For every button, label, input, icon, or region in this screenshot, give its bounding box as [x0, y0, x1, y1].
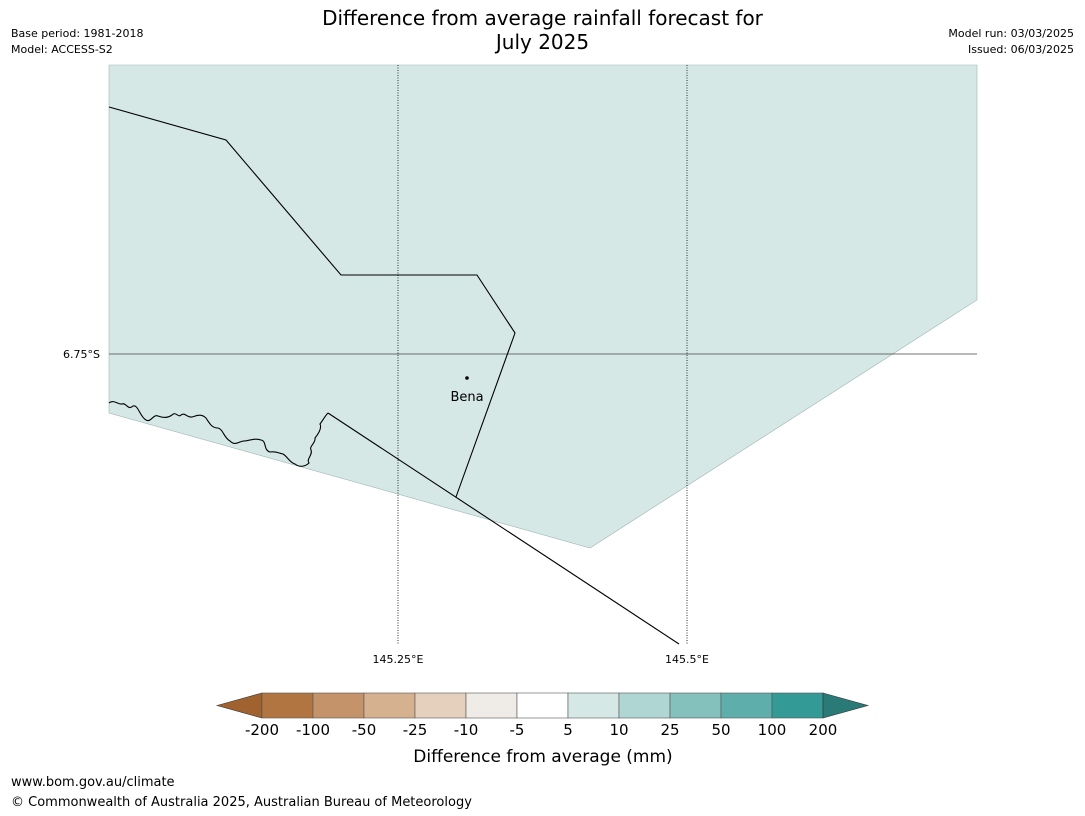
- colorbar-tick-label: -200: [245, 721, 279, 739]
- colorbar-segment: [465, 692, 518, 719]
- colorbar-segment: [516, 692, 569, 719]
- province-boundary: [327, 412, 680, 645]
- colorbar-segment: [771, 692, 824, 719]
- colorbar-tick-label: 50: [711, 721, 730, 739]
- footer-copyright: © Commonwealth of Australia 2025, Austra…: [11, 795, 472, 810]
- bena-label: Bena: [450, 390, 483, 405]
- colorbar-tick-label: -100: [296, 721, 330, 739]
- colorbar-tick-label: -25: [403, 721, 428, 739]
- colorbar-tick-label: -10: [454, 721, 479, 739]
- colorbar-segment: [414, 692, 467, 719]
- colorbar-tick-label: 100: [758, 721, 787, 739]
- colorbar-tick-label: 10: [609, 721, 628, 739]
- latitude-label: 6.75°S: [63, 348, 100, 361]
- model-name: Model: ACCESS-S2: [11, 43, 113, 56]
- header-left: Base period: 1981-2018 Model: ACCESS-S2: [11, 26, 143, 58]
- longitude-label-1: 145.25°E: [373, 653, 424, 666]
- title-line-2: July 2025: [495, 30, 590, 54]
- footer-url: www.bom.gov.au/climate: [11, 775, 175, 790]
- colorbar-segment: [261, 692, 314, 719]
- colorbar-segments: [215, 692, 870, 719]
- longitude-label-2: 145.5°E: [665, 653, 709, 666]
- district-boundary: [108, 106, 516, 498]
- rainfall-map: Bena 6.75°S 145.25°E 145.5°E: [63, 64, 978, 666]
- colorbar-tick-label: 200: [809, 721, 838, 739]
- colorbar-tick-label: -50: [352, 721, 377, 739]
- bena-marker: [465, 376, 469, 380]
- base-period: Base period: 1981-2018: [11, 27, 144, 40]
- colorbar-segment: [720, 692, 773, 719]
- colorbar-ticks: -200 -100 -50 -25 -10 -5 5 10 25 50 100 200: [245, 721, 837, 739]
- colorbar-tick-label: -5: [510, 721, 525, 739]
- colorbar-extend-low: [215, 692, 263, 719]
- model-run: Model run: 03/03/2025: [948, 27, 1074, 40]
- colorbar-segment: [312, 692, 365, 719]
- colorbar-tick-label: 25: [660, 721, 679, 739]
- colorbar-tick-label: 5: [563, 721, 573, 739]
- colorbar-segment: [567, 692, 620, 719]
- colorbar-label: Difference from average (mm): [413, 747, 672, 767]
- river-boundary: [108, 401, 329, 467]
- issued-date: Issued: 06/03/2025: [967, 43, 1074, 56]
- colorbar-segment: [363, 692, 416, 719]
- header-right: Model run: 03/03/2025 Issued: 06/03/2025: [948, 26, 1074, 58]
- colorbar-extend-high: [822, 692, 870, 719]
- map-title: Difference from average rainfall forecas…: [0, 6, 1085, 54]
- colorbar-segment: [618, 692, 671, 719]
- title-line-1: Difference from average rainfall forecas…: [322, 6, 763, 30]
- forecast-region: [108, 64, 978, 549]
- colorbar-segment: [669, 692, 722, 719]
